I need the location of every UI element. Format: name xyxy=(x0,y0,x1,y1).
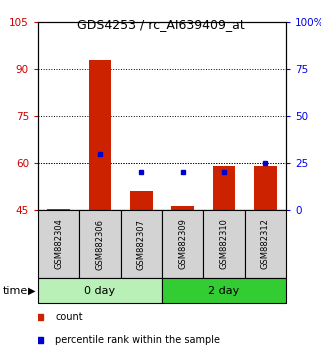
Bar xyxy=(121,210,162,278)
Text: time: time xyxy=(3,285,29,296)
Bar xyxy=(162,210,203,278)
Bar xyxy=(171,206,194,210)
Bar xyxy=(89,59,111,210)
Text: GSM882310: GSM882310 xyxy=(220,218,229,269)
Text: GSM882309: GSM882309 xyxy=(178,218,187,269)
Bar xyxy=(130,191,153,210)
Bar xyxy=(213,166,235,210)
Bar xyxy=(38,278,162,303)
Text: GSM882304: GSM882304 xyxy=(54,218,63,269)
Text: 0 day: 0 day xyxy=(84,285,116,296)
Text: count: count xyxy=(55,312,83,322)
Bar xyxy=(162,278,286,303)
Bar xyxy=(47,209,70,210)
Bar xyxy=(38,210,79,278)
Text: GSM882307: GSM882307 xyxy=(137,218,146,269)
Bar xyxy=(79,210,121,278)
Text: GDS4253 / rc_AI639409_at: GDS4253 / rc_AI639409_at xyxy=(77,18,244,31)
Text: percentile rank within the sample: percentile rank within the sample xyxy=(55,335,220,345)
Bar xyxy=(245,210,286,278)
Text: ▶: ▶ xyxy=(28,285,35,296)
Bar xyxy=(203,210,245,278)
Text: 2 day: 2 day xyxy=(208,285,239,296)
Bar xyxy=(254,166,277,210)
Text: GSM882312: GSM882312 xyxy=(261,218,270,269)
Text: GSM882306: GSM882306 xyxy=(96,218,105,269)
